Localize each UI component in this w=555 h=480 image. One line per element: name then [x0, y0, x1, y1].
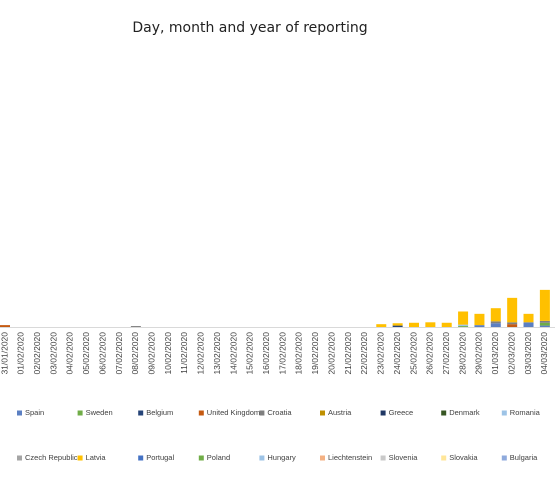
- x-tick-label: 03/02/2020: [48, 332, 58, 375]
- bar-segment: [539, 325, 550, 327]
- legend-swatch: [320, 410, 325, 416]
- legend-swatch: [77, 455, 83, 461]
- x-tick-label: 21/02/2020: [343, 332, 353, 375]
- x-tick-label: 07/02/2020: [114, 332, 124, 375]
- legend-label: Latvia: [86, 453, 107, 462]
- legend-swatch: [259, 410, 265, 416]
- bar-segment: [507, 322, 518, 325]
- bar-segment: [474, 313, 485, 326]
- bar-segment: [130, 326, 141, 327]
- legend-label: Romania: [510, 408, 541, 417]
- legend-label: United Kingdom: [207, 408, 260, 417]
- bar-segment: [507, 324, 518, 327]
- x-tick-label: 13/02/2020: [212, 332, 222, 375]
- legend-label: Spain: [25, 408, 44, 417]
- legend-label: Austria: [328, 408, 352, 417]
- bar-segment: [539, 289, 550, 321]
- x-tick-label: 11/02/2020: [179, 332, 189, 374]
- bar-segment: [490, 321, 501, 324]
- legend-label: Liechtenstein: [328, 453, 372, 462]
- x-tick-label: 15/02/2020: [245, 332, 255, 375]
- x-tick-label: 19/02/2020: [310, 332, 320, 375]
- bar-segment: [0, 325, 10, 327]
- x-tick-label: 28/02/2020: [457, 332, 467, 375]
- legend-label: Portugal: [146, 453, 174, 462]
- legend-swatch: [198, 455, 204, 461]
- x-tick-label: 02/02/2020: [32, 332, 42, 375]
- bar-segment: [523, 313, 534, 323]
- legend-swatch: [320, 455, 325, 461]
- x-tick-label: 17/02/2020: [277, 332, 287, 375]
- x-tick-label: 22/02/2020: [359, 332, 369, 375]
- x-tick-label: 04/02/2020: [65, 332, 75, 375]
- bar-segment: [425, 322, 436, 327]
- legend-swatch: [501, 410, 507, 416]
- legend-swatch: [501, 455, 507, 461]
- x-tick-label: 31/01/2020: [0, 332, 9, 375]
- x-tick-label: 27/02/2020: [441, 332, 451, 375]
- legend-swatch: [259, 455, 265, 461]
- x-tick-label: 01/03/2020: [490, 332, 500, 375]
- x-tick-label: 18/02/2020: [294, 332, 304, 375]
- bar-segment: [490, 308, 501, 322]
- legend-swatch: [380, 410, 386, 416]
- x-tick-label: 12/02/2020: [196, 332, 206, 375]
- legend-label: Denmark: [449, 408, 480, 417]
- x-tick-label: 02/03/2020: [506, 332, 516, 375]
- x-tick-label: 29/02/2020: [474, 332, 484, 375]
- bar-segment: [458, 311, 469, 325]
- legend-label: Czech Republic: [25, 453, 78, 462]
- x-tick-label: 04/03/2020: [539, 332, 549, 375]
- legend-swatch: [138, 455, 144, 461]
- bar-segment: [458, 324, 469, 327]
- bar-segment: [441, 322, 452, 327]
- legend-swatch: [441, 410, 447, 416]
- legend-label: Poland: [207, 453, 230, 462]
- bar-segment: [409, 322, 419, 327]
- bar-segment: [392, 325, 403, 327]
- x-tick-label: 24/02/2020: [392, 332, 402, 375]
- legend-label: Croatia: [267, 408, 292, 417]
- legend-swatch: [17, 410, 22, 416]
- bar-segment: [376, 324, 387, 327]
- x-tick-label: 26/02/2020: [425, 332, 435, 375]
- bar-segment: [490, 323, 501, 327]
- legend-swatch: [77, 410, 83, 416]
- legend-label: Sweden: [86, 408, 113, 417]
- legend-swatch: [380, 455, 386, 461]
- legend-swatch: [441, 455, 447, 461]
- x-tick-label: 05/02/2020: [81, 332, 91, 375]
- legend-swatch: [17, 455, 22, 461]
- x-tick-label: 25/02/2020: [408, 332, 418, 375]
- x-tick-label: 09/02/2020: [146, 332, 156, 375]
- bar-segment: [507, 297, 518, 323]
- x-tick-label: 20/02/2020: [326, 332, 336, 375]
- legend-label: Hungary: [267, 453, 296, 462]
- x-tick-label: 08/02/2020: [130, 332, 140, 375]
- legend-swatch: [138, 410, 144, 416]
- x-tick-label: 16/02/2020: [261, 332, 271, 375]
- x-tick-label: 23/02/2020: [376, 332, 386, 375]
- bar-segment: [523, 322, 534, 327]
- x-tick-label: 06/02/2020: [97, 332, 107, 375]
- x-tick-label: 01/02/2020: [16, 332, 26, 375]
- bar-segment: [539, 320, 550, 323]
- bar-segment: [458, 326, 469, 327]
- x-tick-label: 10/02/2020: [163, 332, 173, 375]
- x-tick-label: 03/03/2020: [523, 332, 533, 375]
- bar-segment: [392, 323, 403, 326]
- legend-label: Belgium: [146, 408, 173, 417]
- chart-title: Day, month and year of reporting: [132, 20, 367, 36]
- x-tick-label: 14/02/2020: [228, 332, 238, 375]
- legend-label: Slovenia: [389, 453, 419, 462]
- bar-segment: [474, 325, 485, 327]
- legend-label: Slovakia: [449, 453, 478, 462]
- legend-swatch: [198, 410, 204, 416]
- legend-label: Bulgaria: [510, 453, 538, 462]
- bar-segment: [539, 322, 550, 326]
- legend-label: Greece: [389, 408, 414, 417]
